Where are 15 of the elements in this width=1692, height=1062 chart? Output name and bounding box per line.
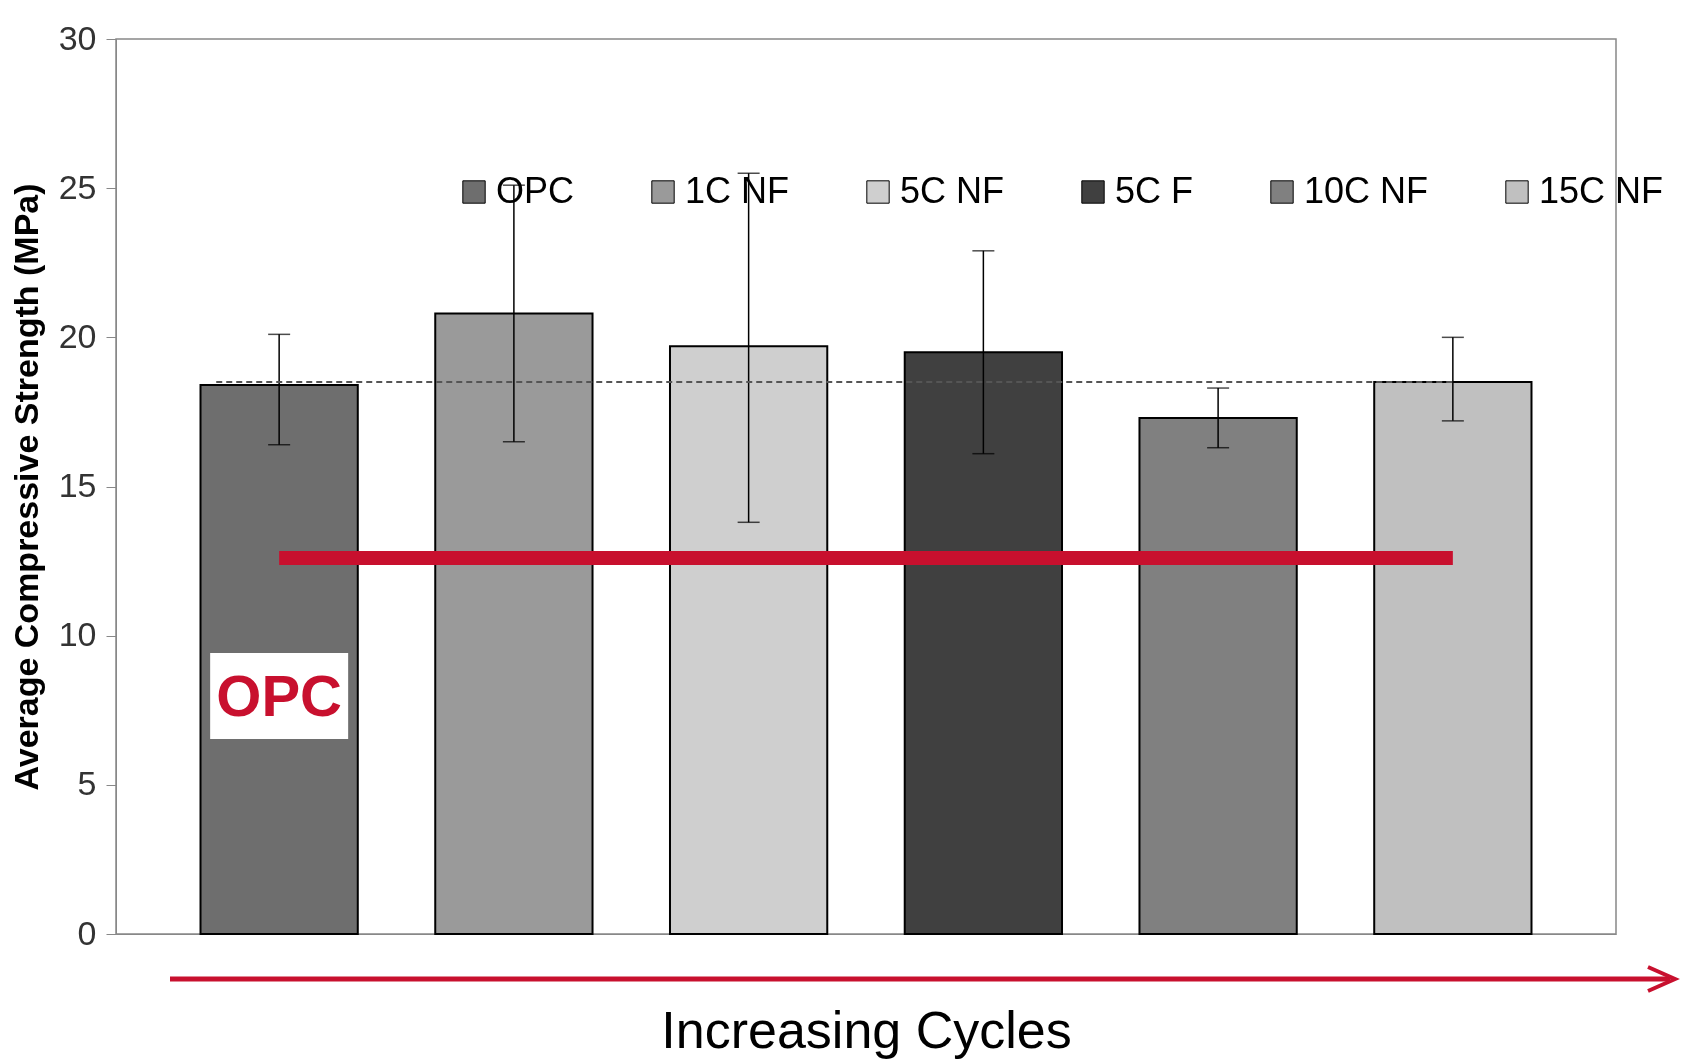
y-tick-label: 15 bbox=[58, 466, 97, 504]
y-tick-label: 10 bbox=[58, 615, 97, 654]
y-axis-title: Average Compressive Strength (MPa) bbox=[6, 183, 45, 791]
legend-label: 15C NF bbox=[1539, 170, 1664, 211]
y-tick-label: 5 bbox=[77, 764, 97, 803]
x-axis-title: Increasing Cycles bbox=[661, 1000, 1072, 1059]
y-tick-label: 0 bbox=[77, 913, 97, 952]
y-tick-label: 20 bbox=[58, 316, 97, 355]
y-tick-label: 30 bbox=[58, 18, 97, 57]
ref-line-label: OPC bbox=[210, 653, 348, 740]
legend-label: 5C F bbox=[1115, 170, 1194, 211]
legend-label: 10C NF bbox=[1304, 170, 1429, 211]
legend-label: OPC bbox=[496, 170, 575, 211]
y-tick-label: 25 bbox=[58, 167, 97, 206]
legend-label: 5C NF bbox=[900, 170, 1005, 211]
